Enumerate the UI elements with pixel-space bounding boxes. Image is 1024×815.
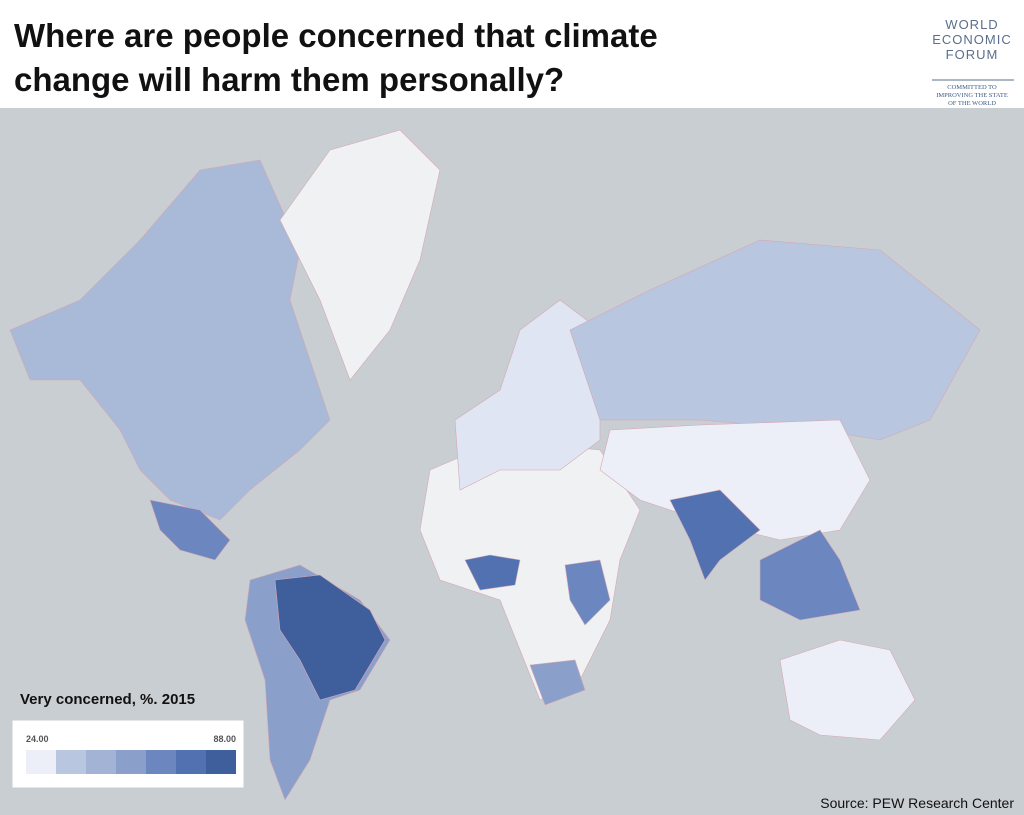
legend-swatch (86, 750, 116, 774)
header (0, 0, 1024, 108)
logo-text: WORLD (945, 17, 998, 32)
russia (569, 239, 981, 441)
legend-min-label: 24.00 (26, 734, 49, 744)
india (669, 489, 761, 581)
mexico (149, 499, 231, 561)
legend-scale: 24.00 88.00 (26, 734, 236, 774)
logo-tagline: OF THE WORLD (948, 100, 996, 107)
title-line: change will harm them personally? (14, 61, 564, 98)
southeast-asia (759, 529, 861, 621)
south-africa (529, 659, 586, 706)
legend-title: Very concerned, %. 2015 (20, 691, 195, 708)
greenland (279, 129, 441, 381)
logo-text: ECONOMIC (932, 32, 1012, 47)
source: Source: PEW Research Center (820, 795, 1014, 811)
logo-tagline: IMPROVING THE STATE (936, 92, 1008, 99)
logo-tagline: COMMITTED TO (947, 84, 997, 91)
logo-text: FORUM (946, 47, 999, 62)
legend-swatch (56, 750, 86, 774)
australia (779, 639, 916, 741)
east-africa (564, 559, 611, 626)
north-america (9, 159, 331, 521)
land (9, 129, 981, 801)
legend-swatch (176, 750, 206, 774)
legend-swatch (116, 750, 146, 774)
title-line: Where are people concerned that climate (14, 17, 658, 54)
west-africa (464, 554, 521, 591)
legend-swatch (146, 750, 176, 774)
legend-swatch (206, 750, 236, 774)
brazil (274, 574, 386, 701)
legend-max-label: 88.00 (213, 734, 236, 744)
legend-swatch (26, 750, 56, 774)
